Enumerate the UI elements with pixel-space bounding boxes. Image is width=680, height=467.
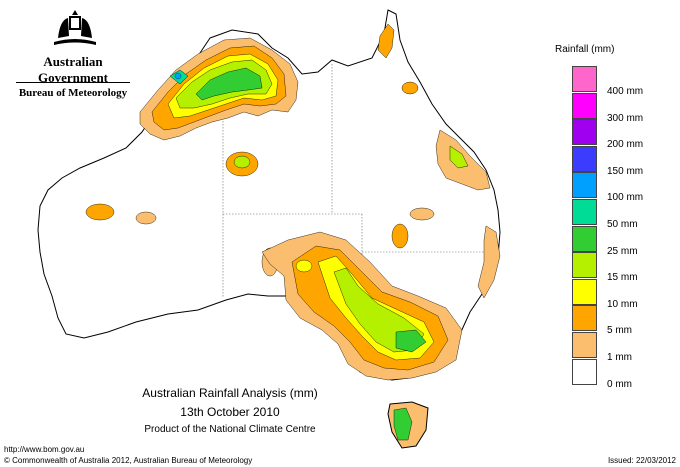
logo-divider [16,82,130,83]
footer-url[interactable]: http://www.bom.gov.au [4,445,85,454]
rain-spot-inland-qld-1 [409,207,435,221]
legend-swatch [572,198,597,225]
legend-row: 400 mm [572,66,680,97]
rain-zone-north-25mm [195,67,263,101]
legend-swatch [572,172,597,199]
rain-spot-sa [295,259,313,273]
legend-swatch [572,358,597,385]
government-name: Australian Government [37,54,109,85]
tasmania-rain-core [393,407,413,441]
legend-row: 25 mm [572,225,680,257]
rain-spot-north-100mm [174,72,182,80]
legend-label: 50 mm [607,218,638,230]
legend-label: 0 mm [607,378,632,390]
legend-swatch [572,278,597,305]
legend-swatch [572,305,597,332]
legend-row: 10 mm [572,278,680,310]
legend-label: 1 mm [607,351,632,363]
agency-name: Bureau of Meteorology [18,87,128,99]
map-product: Product of the National Climate Centre [144,424,316,435]
rain-spot-wa-1 [85,203,115,221]
rain-zone-cape-york [377,23,395,59]
legend-swatch [572,119,597,146]
legend-row: 1 mm [572,331,680,363]
legend-label: 300 mm [607,112,644,124]
legend-label: 200 mm [607,139,644,151]
legend-swatch [572,66,597,92]
legend-label: 5 mm [607,325,632,337]
legend-label: 15 mm [607,272,638,284]
legend-label: 25 mm [607,245,638,257]
legend-row: 200 mm [572,119,680,150]
map-title: Australian Rainfall Analysis (mm) [142,386,318,400]
legend-list: 400 mm 300 mm 200 mm 150 mm 100 mm 50 mm 25 mm… [572,66,680,390]
legend-row: 100 mm [572,172,680,203]
rain-spot-tanami-core [233,155,251,169]
legend-swatch [572,331,597,358]
rain-zone-qld-coast-core [449,145,469,169]
legend-label: 150 mm [607,165,644,177]
rain-zone-south-east-25mm [395,329,427,353]
footer-issued: Issued: 22/03/2012 [607,456,676,465]
bom-logo: Australian Government Bureau of Meteorol… [8,8,138,99]
map-date: 13th October 2010 [180,405,280,419]
legend-row: 150 mm [572,145,680,177]
rain-spot-inland-qld-2 [391,223,409,249]
legend-row: 300 mm [572,92,680,124]
legend-swatch [572,145,597,172]
legend-row: 15 mm [572,252,680,283]
legend-row: 5 mm [572,305,680,336]
rain-zone-east-coast [477,225,501,299]
legend-row: 50 mm [572,198,680,230]
legend-swatch [572,225,597,252]
legend-title: Rainfall (mm) [555,44,615,55]
rain-spot-gulf [401,81,419,95]
footer-copyright: © Commonwealth of Australia 2012, Austra… [4,456,253,465]
map-titles: Australian Rainfall Analysis (mm) 13th O… [120,386,340,435]
legend-label: 10 mm [607,298,638,310]
coat-of-arms-icon [54,10,96,45]
legend-row: 0 mm [572,358,680,390]
rain-spot-wa-2 [135,211,157,225]
legend-label: 400 mm [607,86,644,97]
legend-swatch [572,92,597,119]
legend-label: 100 mm [607,192,644,204]
legend-swatch [572,252,597,279]
